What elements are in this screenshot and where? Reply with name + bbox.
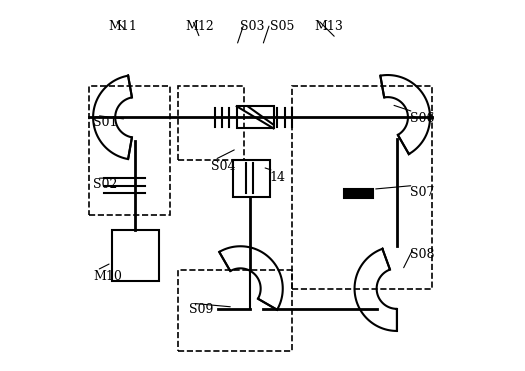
Text: S04: S04 — [211, 160, 235, 173]
Bar — [178, 270, 292, 351]
Text: S03: S03 — [240, 20, 265, 33]
Bar — [292, 86, 432, 289]
Text: S05: S05 — [270, 20, 294, 33]
Text: S09: S09 — [189, 303, 213, 316]
Text: M11: M11 — [108, 20, 136, 33]
Text: S06: S06 — [410, 112, 434, 125]
Text: M12: M12 — [185, 20, 214, 33]
Text: M13: M13 — [314, 20, 343, 33]
Text: S08: S08 — [410, 248, 434, 261]
Text: 14: 14 — [270, 171, 286, 184]
Bar — [178, 86, 244, 160]
Text: S07: S07 — [410, 186, 434, 198]
Bar — [233, 160, 270, 197]
Bar — [89, 86, 171, 215]
Bar — [343, 189, 373, 198]
Bar — [111, 230, 160, 281]
Bar — [237, 106, 274, 128]
Text: M10: M10 — [93, 270, 122, 283]
Text: S01: S01 — [93, 115, 118, 128]
Text: S02: S02 — [93, 178, 118, 191]
